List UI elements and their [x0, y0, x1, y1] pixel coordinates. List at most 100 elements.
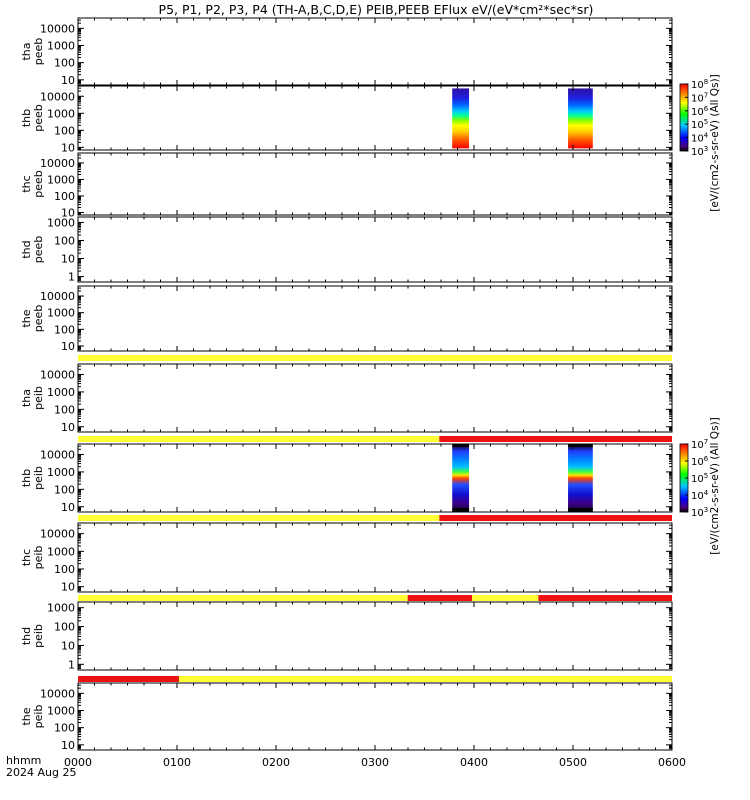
mode-bar-segment [472, 595, 539, 601]
mode-bar-segment [78, 515, 440, 521]
x-tick-label: 0600 [658, 756, 686, 769]
mode-bars-group [78, 355, 673, 682]
spectrogram-block-2 [568, 88, 593, 149]
panel-probe-label: tha [20, 42, 33, 60]
panel-thd-peeb: 1 10 100 1000 thd peeb [20, 216, 673, 284]
colorbar-tick-label: 105 [691, 118, 708, 131]
panel-product-label: peeb [32, 236, 45, 264]
y-tick-label: 1 [68, 271, 75, 284]
time-axis: 0000 0100 0200 0300 0400 0500 0600 [64, 756, 686, 769]
panel-product-label: peeb [32, 104, 45, 132]
panel-product-label: peeb [32, 170, 45, 198]
figure-title: P5, P1, P2, P3, P4 (TH-A,B,C,D,E) PEIB,P… [159, 2, 594, 17]
y-tick-label: 100 [54, 124, 75, 137]
x-tick-label: 0400 [460, 756, 488, 769]
y-tick-label: 1000 [47, 545, 75, 558]
y-tick-label: 100 [54, 234, 75, 247]
panel-product-label: peeb [32, 305, 45, 333]
spectrogram-block-1 [452, 446, 470, 511]
y-tick-label: 10000 [40, 157, 75, 170]
spectrogram-block-fill-low [452, 507, 470, 512]
y-tick-label: 10 [61, 639, 75, 652]
mode-bar-segment [538, 595, 672, 601]
panel-the-peeb: 10 100 1000 10000 the peeb [20, 285, 673, 353]
y-tick-label: 100 [54, 621, 75, 634]
y-tick-label: 1000 [47, 173, 75, 186]
time-axis-label-date: 2024 Aug 25 [6, 766, 76, 779]
panel-probe-label: the [20, 309, 33, 327]
y-tick-label: 10 [61, 501, 75, 514]
spectrogram-block-2 [568, 446, 593, 511]
y-tick-label: 1000 [47, 40, 75, 53]
colorbar-label: [eV/(cm2-s-sr-eV) (All Qs)] [709, 417, 721, 554]
colorbar-tick-label: 105 [691, 472, 708, 485]
mode-bar-segment [439, 436, 672, 442]
y-tick-label: 10000 [40, 22, 75, 35]
colorbar-tick-label: 107 [691, 438, 708, 451]
colorbar-tick-label: 103 [691, 145, 708, 158]
panel-probe-label: thd [20, 240, 33, 258]
spectrogram-block-1 [452, 88, 470, 149]
y-tick-label: 10 [61, 340, 75, 353]
panel-product-label: peib [32, 624, 45, 648]
panel-frame [77, 17, 673, 86]
colorbar-tick-label: 108 [691, 78, 708, 91]
panel-probe-label: thc [20, 549, 33, 566]
panel-product-label: peeb [32, 38, 45, 66]
colorbar-tick-label: 103 [691, 506, 708, 519]
y-tick-label: 10 [61, 739, 75, 752]
y-tick-label: 1 [68, 658, 75, 671]
colorbar-tick-label: 106 [691, 105, 709, 118]
y-tick-label: 100 [54, 323, 75, 336]
y-tick-label: 10 [61, 141, 75, 154]
y-tick-label: 1000 [47, 307, 75, 320]
panel-probe-label: thc [20, 175, 33, 192]
panel-product-label: peib [32, 466, 45, 490]
panel-product-label: peib [32, 386, 45, 410]
spectrogram-block-fill-high [452, 444, 470, 447]
y-tick-label: 10000 [40, 687, 75, 700]
mode-bar-segment [407, 595, 473, 601]
mode-bar-segment [78, 595, 408, 601]
panel-thc-peeb: 10 100 1000 10000 thc peeb [20, 152, 673, 219]
colorbar-gradient [679, 83, 689, 152]
colorbar-tick-label: 104 [691, 132, 709, 145]
panel-frame [77, 216, 673, 283]
y-tick-label: 100 [54, 483, 75, 496]
y-tick-label: 10000 [40, 290, 75, 303]
panel-thb-peib: 10 100 1000 10000 thb peib [20, 443, 673, 514]
spectrogram-block-fill-high [568, 444, 593, 447]
panel-probe-label: thb [20, 469, 33, 487]
y-tick-label: 10 [61, 421, 75, 434]
panel-frame [77, 285, 673, 352]
panel-frame [77, 152, 673, 216]
x-tick-label: 0100 [163, 756, 191, 769]
y-tick-label: 100 [54, 722, 75, 735]
y-tick-label: 1000 [47, 466, 75, 479]
y-tick-label: 10 [61, 74, 75, 87]
x-tick-label: 0300 [361, 756, 389, 769]
x-tick-label: 0500 [559, 756, 587, 769]
panel-the-peib: 10 100 1000 10000 the peib [20, 682, 673, 752]
panel-probe-label: the [20, 707, 33, 725]
y-tick-label: 10 [61, 581, 75, 594]
spectrogram-block-fill-low [568, 507, 593, 512]
x-tick-label: 0000 [64, 756, 92, 769]
panel-tha-peib: 10 100 1000 10000 tha peib [20, 363, 673, 434]
y-tick-label: 1000 [47, 107, 75, 120]
colorbar-tick-label: 104 [691, 489, 709, 502]
colorbar-label: [eV/(cm2-s-sr-eV) (All Qs)] [709, 74, 721, 211]
mode-bar-segment [78, 436, 440, 442]
panel-probe-label: thb [20, 109, 33, 127]
y-tick-label: 10000 [40, 368, 75, 381]
time-axis-label-hhmm: hhmm [6, 754, 41, 767]
panel-probe-label: thd [20, 627, 33, 645]
y-tick-label: 1000 [47, 386, 75, 399]
colorbar-tick-label: 106 [691, 455, 709, 468]
y-tick-label: 10 [61, 206, 75, 219]
panel-frame [77, 682, 673, 751]
y-tick-label: 100 [54, 563, 75, 576]
colorbar-tick-label: 107 [691, 91, 708, 104]
